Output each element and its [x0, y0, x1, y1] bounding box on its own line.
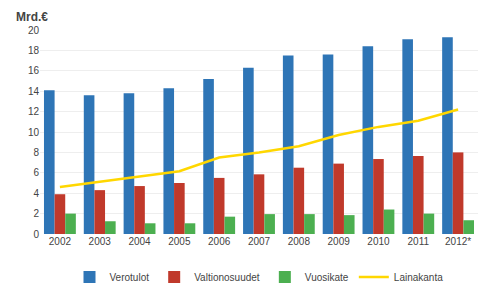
svg-text:16: 16 [28, 65, 40, 76]
svg-text:2005: 2005 [168, 236, 191, 247]
svg-text:2012*: 2012* [445, 236, 471, 247]
svg-text:2011: 2011 [408, 236, 430, 247]
svg-text:Lainakanta: Lainakanta [394, 272, 443, 283]
svg-text:12: 12 [28, 106, 40, 117]
svg-text:Verotulot: Verotulot [110, 272, 150, 283]
svg-text:Mrd.€: Mrd.€ [16, 10, 48, 24]
svg-text:Valtionosuudet: Valtionosuudet [194, 272, 260, 283]
svg-text:2003: 2003 [89, 236, 112, 247]
svg-text:18: 18 [28, 45, 40, 56]
svg-text:2006: 2006 [208, 236, 231, 247]
svg-text:8: 8 [33, 147, 39, 158]
svg-text:2007: 2007 [248, 236, 271, 247]
svg-text:14: 14 [28, 86, 40, 97]
svg-text:4: 4 [33, 188, 39, 199]
svg-text:2: 2 [33, 208, 39, 219]
svg-text:6: 6 [33, 167, 39, 178]
svg-text:2002: 2002 [49, 236, 72, 247]
svg-text:2008: 2008 [288, 236, 311, 247]
svg-text:0: 0 [33, 229, 39, 240]
svg-text:10: 10 [28, 127, 40, 138]
svg-text:20: 20 [28, 25, 40, 36]
svg-text:Vuosikate: Vuosikate [305, 272, 349, 283]
svg-text:2004: 2004 [128, 236, 151, 247]
svg-text:2010: 2010 [367, 236, 390, 247]
svg-text:2009: 2009 [328, 236, 351, 247]
